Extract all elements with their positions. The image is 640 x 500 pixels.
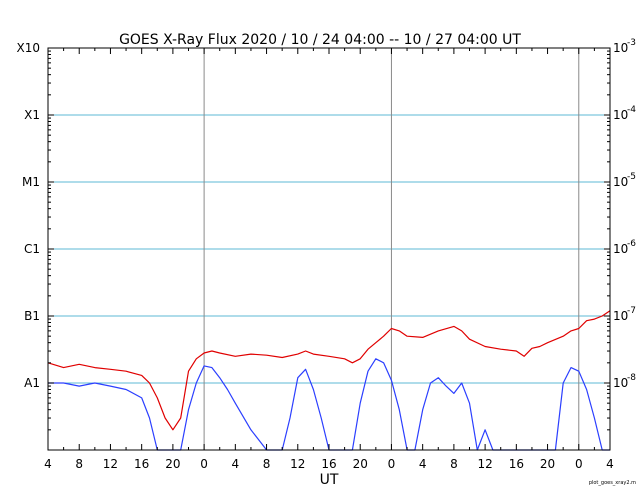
y-power-label: 10 xyxy=(613,175,628,189)
series-layer xyxy=(47,310,611,451)
y-power-exponent: -5 xyxy=(627,172,636,182)
y-power-exponent: -8 xyxy=(627,373,636,383)
y-power-label: 10 xyxy=(613,309,628,323)
x-tick-label: 16 xyxy=(321,457,336,471)
y-class-label: M1 xyxy=(22,175,40,189)
x-tick-label: 20 xyxy=(353,457,368,471)
x-tick-label: 12 xyxy=(290,457,305,471)
y-class-label: B1 xyxy=(24,309,40,323)
y-class-label: C1 xyxy=(24,242,40,256)
x-tick-label: 20 xyxy=(165,457,180,471)
x-tick-label: 12 xyxy=(103,457,118,471)
y-power-label: 10 xyxy=(613,242,628,256)
x-tick-label: 0 xyxy=(388,457,396,471)
y-power-exponent: -7 xyxy=(627,306,636,316)
y-class-label: X1 xyxy=(24,108,40,122)
x-tick-label: 12 xyxy=(477,457,492,471)
y-power-label: 10 xyxy=(613,108,628,122)
x-tick-label: 8 xyxy=(75,457,83,471)
y-class-label: X10 xyxy=(17,41,41,55)
x-axis-label: UT xyxy=(320,472,339,488)
x-tick-label: 4 xyxy=(606,457,614,471)
tick-marks xyxy=(47,47,611,451)
y-power-label: 10 xyxy=(613,376,628,390)
x-tick-label: 8 xyxy=(450,457,458,471)
series-line-red xyxy=(47,310,611,431)
y-power-exponent: -4 xyxy=(627,105,636,115)
x-tick-label: 0 xyxy=(575,457,583,471)
x-tick-label: 8 xyxy=(263,457,271,471)
x-tick-label: 16 xyxy=(134,457,149,471)
x-tick-label: 4 xyxy=(44,457,52,471)
tick-labels: 4 8 12 16 20 0 4 8 12 16 20 0 4 8 12 16 20 0 4 A1 B1 C1 M1 X1 X1… xyxy=(17,38,637,471)
y-power-exponent: -6 xyxy=(627,239,636,249)
y-class-label: A1 xyxy=(24,376,40,390)
x-tick-label: 4 xyxy=(232,457,240,471)
grid-lines xyxy=(48,48,610,450)
y-power-label: 10 xyxy=(613,41,628,55)
y-power-exponent: -3 xyxy=(627,38,636,48)
x-tick-label: 16 xyxy=(509,457,524,471)
x-tick-label: 4 xyxy=(419,457,427,471)
x-tick-label: 0 xyxy=(200,457,208,471)
footnote: plot_goes_xray2.m xyxy=(589,480,636,486)
chart-title: GOES X-Ray Flux 2020 / 10 / 24 04:00 -- … xyxy=(119,32,521,48)
x-tick-label: 20 xyxy=(540,457,555,471)
